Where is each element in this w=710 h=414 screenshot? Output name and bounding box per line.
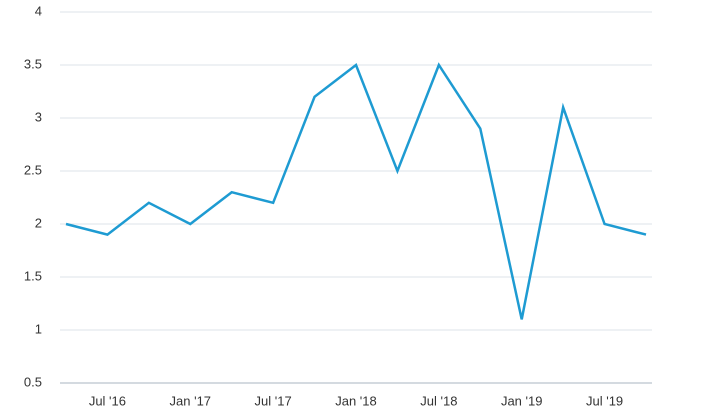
y-tick-label: 3 xyxy=(35,109,42,124)
x-tick-label: Jan '17 xyxy=(170,393,212,408)
x-tick-label: Jul '16 xyxy=(89,393,126,408)
y-tick-label: 1 xyxy=(35,321,42,336)
y-tick-label: 1.5 xyxy=(24,268,42,283)
y-tick-label: 2.5 xyxy=(24,162,42,177)
x-tick-label: Jul '19 xyxy=(586,393,623,408)
data-line xyxy=(65,62,647,320)
y-tick-label: 3.5 xyxy=(24,56,42,71)
x-tick-label: Jul '18 xyxy=(420,393,457,408)
x-tick-label: Jan '18 xyxy=(335,393,377,408)
y-tick-label: 4 xyxy=(35,3,42,18)
y-tick-label: 0.5 xyxy=(24,374,42,389)
y-tick-label: 2 xyxy=(35,215,42,230)
x-tick-label: Jul '17 xyxy=(255,393,292,408)
x-tick-label: Jan '19 xyxy=(501,393,543,408)
